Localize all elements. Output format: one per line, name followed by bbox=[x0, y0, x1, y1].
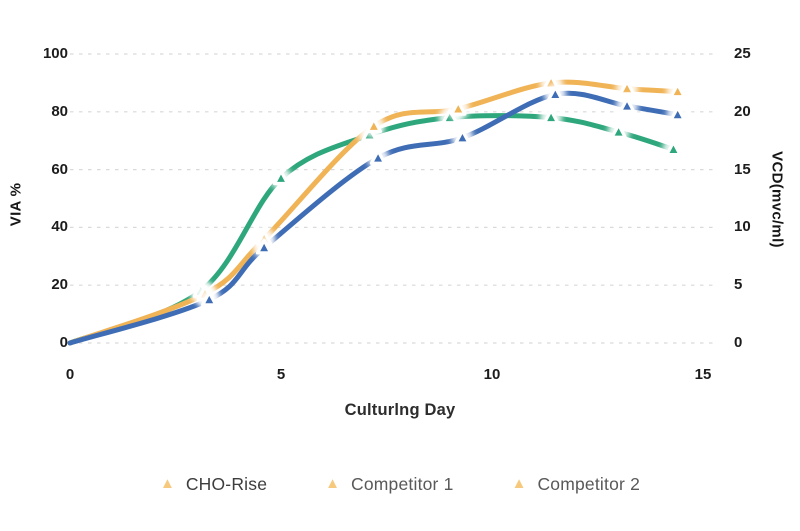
y-axis-tick-left: 0 bbox=[59, 334, 68, 351]
triangle-data-marker bbox=[255, 238, 273, 255]
x-axis-title: Culturlng Day bbox=[344, 401, 456, 419]
triangle-marker-icon: ▲ bbox=[325, 475, 340, 492]
legend-item-competitor-1: ▲ Competitor 1 bbox=[325, 474, 453, 495]
y-axis-tick-left: 60 bbox=[51, 160, 68, 178]
y-axis-tick-right: 25 bbox=[734, 45, 751, 62]
y-axis-tick-left: 80 bbox=[51, 102, 68, 120]
triangle-data-marker bbox=[618, 97, 636, 113]
triangle-marker-icon: ▲ bbox=[511, 475, 527, 492]
legend-label: CHO-Rise bbox=[185, 474, 268, 494]
x-axis-tick: 15 bbox=[694, 366, 712, 383]
series-markers-competitor-2 bbox=[189, 106, 685, 302]
series-markers-cho-rise bbox=[194, 71, 689, 305]
triangle-data-marker bbox=[665, 140, 682, 157]
y-axis-tick-right: 0 bbox=[734, 334, 743, 351]
y-axis-left-title: VIA % bbox=[7, 182, 25, 227]
series-markers-competitor-1 bbox=[198, 83, 689, 311]
triangle-data-marker bbox=[369, 149, 387, 165]
triangle-data-marker bbox=[669, 82, 686, 99]
legend-label: Competitor 2 bbox=[537, 474, 641, 494]
triangle-data-marker bbox=[201, 290, 218, 307]
y-axis-tick-right: 10 bbox=[734, 218, 751, 236]
x-axis-tick: 5 bbox=[276, 366, 286, 383]
y-axis-tick-left: 100 bbox=[42, 45, 68, 62]
y-axis-tick-left: 20 bbox=[51, 276, 68, 294]
triangle-data-marker bbox=[669, 105, 686, 122]
chart-legend: ▲ CHO-Rise ▲ Competitor 1 ▲ Competitor 2 bbox=[0, 474, 800, 495]
y-axis-tick-right: 5 bbox=[734, 276, 743, 294]
y-axis-tick-left: 40 bbox=[51, 218, 68, 236]
y-axis-right-title: VCD(mvc/ml) bbox=[768, 151, 786, 248]
triangle-marker-icon: ▲ bbox=[159, 475, 175, 492]
x-axis-tick: 0 bbox=[65, 366, 75, 383]
gridlines bbox=[70, 53, 717, 344]
triangle-data-marker bbox=[454, 129, 471, 145]
legend-label: Competitor 1 bbox=[351, 474, 454, 494]
triangle-data-marker bbox=[365, 117, 383, 134]
triangle-data-marker bbox=[272, 169, 290, 186]
y-axis-tick-right: 15 bbox=[734, 160, 751, 178]
triangle-data-marker bbox=[610, 123, 627, 139]
legend-item-competitor-2: ▲ Competitor 2 bbox=[512, 474, 640, 495]
triangle-data-marker bbox=[547, 85, 564, 102]
legend-item-cho-rise: ▲ CHO-Rise bbox=[160, 474, 267, 495]
x-axis-tick: 10 bbox=[483, 366, 501, 383]
triangle-data-marker bbox=[542, 108, 560, 125]
triangle-data-marker bbox=[618, 79, 636, 96]
triangle-data-marker bbox=[450, 100, 467, 116]
y-axis-tick-right: 20 bbox=[734, 102, 751, 120]
